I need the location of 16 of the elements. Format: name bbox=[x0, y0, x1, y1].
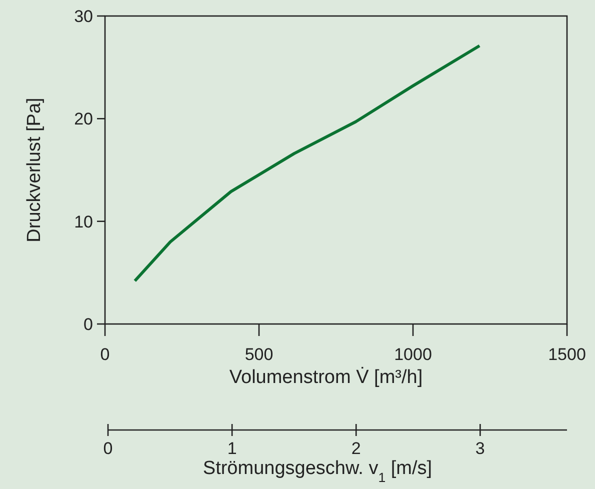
x-tick-label: 1500 bbox=[548, 345, 586, 364]
x-tick-label: 1000 bbox=[394, 345, 432, 364]
x-axis-title: Volumenstrom V̇ [m³/h] bbox=[229, 366, 423, 388]
y-tick-label: 0 bbox=[84, 314, 93, 334]
y-tick-label: 20 bbox=[74, 110, 93, 129]
y-axis-title: Druckverlust [Pa] bbox=[24, 98, 45, 242]
line-series bbox=[133, 44, 482, 282]
y-tick-label: 30 bbox=[74, 6, 93, 26]
x2-tick-label: 1 bbox=[227, 439, 237, 458]
x2-tick-label: 0 bbox=[103, 439, 113, 458]
x2-tick-label: 3 bbox=[475, 439, 485, 458]
x2-axis-title: Strömungsgeschw. v$_{1}$ [m/s] bbox=[202, 458, 432, 484]
x-tick-label: 500 bbox=[244, 345, 274, 364]
x2-tick-label: 2 bbox=[351, 439, 361, 458]
y-tick-label: 10 bbox=[74, 212, 93, 232]
x-tick-label: 0 bbox=[100, 345, 110, 364]
